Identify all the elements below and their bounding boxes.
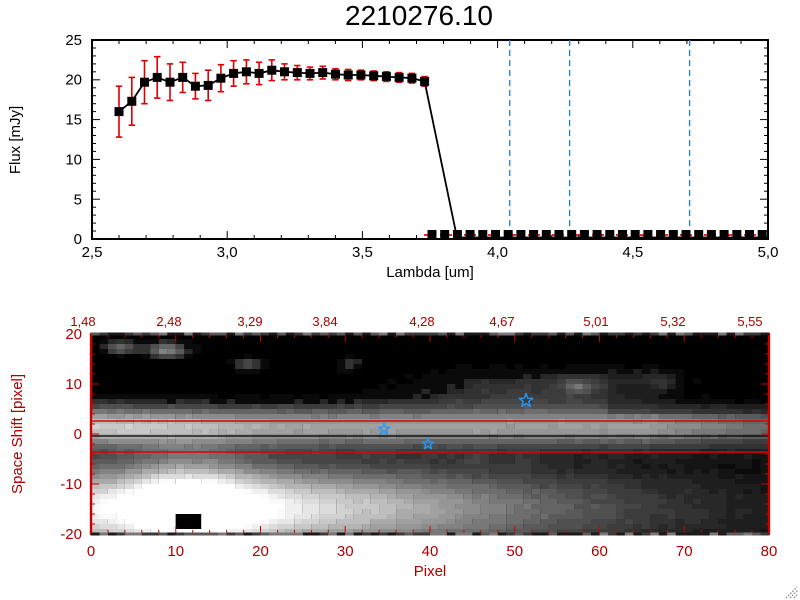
svg-text:20: 20	[252, 543, 269, 560]
svg-text:5: 5	[74, 192, 82, 209]
svg-text:4,0: 4,0	[487, 244, 508, 261]
svg-text:4,28: 4,28	[409, 314, 434, 329]
svg-text:3,29: 3,29	[237, 314, 262, 329]
svg-text:0: 0	[74, 231, 82, 248]
svg-text:10: 10	[65, 376, 82, 393]
svg-text:5,55: 5,55	[737, 314, 762, 329]
svg-text:0: 0	[87, 543, 95, 560]
svg-text:-10: -10	[60, 476, 82, 493]
svg-text:60: 60	[591, 543, 608, 560]
svg-text:20: 20	[65, 326, 82, 343]
svg-text:Pixel: Pixel	[414, 563, 447, 580]
svg-text:40: 40	[422, 543, 439, 560]
svg-text:2,5: 2,5	[82, 244, 103, 261]
svg-text:3,0: 3,0	[217, 244, 238, 261]
svg-text:Lambda [um]: Lambda [um]	[386, 264, 474, 281]
svg-text:5,32: 5,32	[660, 314, 685, 329]
svg-text:4,5: 4,5	[622, 244, 643, 261]
svg-text:Flux [mJy]: Flux [mJy]	[7, 106, 24, 174]
svg-text:80: 80	[761, 543, 778, 560]
svg-text:10: 10	[65, 152, 82, 169]
svg-text:5,0: 5,0	[758, 244, 779, 261]
svg-text:20: 20	[65, 72, 82, 89]
svg-text:50: 50	[506, 543, 523, 560]
svg-text:2,48: 2,48	[156, 314, 181, 329]
svg-text:25: 25	[65, 32, 82, 49]
svg-text:0: 0	[74, 426, 82, 443]
svg-text:30: 30	[337, 543, 354, 560]
svg-text:2210276.10: 2210276.10	[345, 0, 493, 31]
svg-text:15: 15	[65, 112, 82, 129]
svg-text:Space Shift [pixel]: Space Shift [pixel]	[9, 374, 26, 494]
svg-text:3,84: 3,84	[312, 314, 337, 329]
svg-text:-20: -20	[60, 526, 82, 543]
svg-text:5,01: 5,01	[583, 314, 608, 329]
svg-text:3,5: 3,5	[352, 244, 373, 261]
svg-text:70: 70	[676, 543, 693, 560]
svg-text:10: 10	[167, 543, 184, 560]
svg-text:4,67: 4,67	[489, 314, 514, 329]
